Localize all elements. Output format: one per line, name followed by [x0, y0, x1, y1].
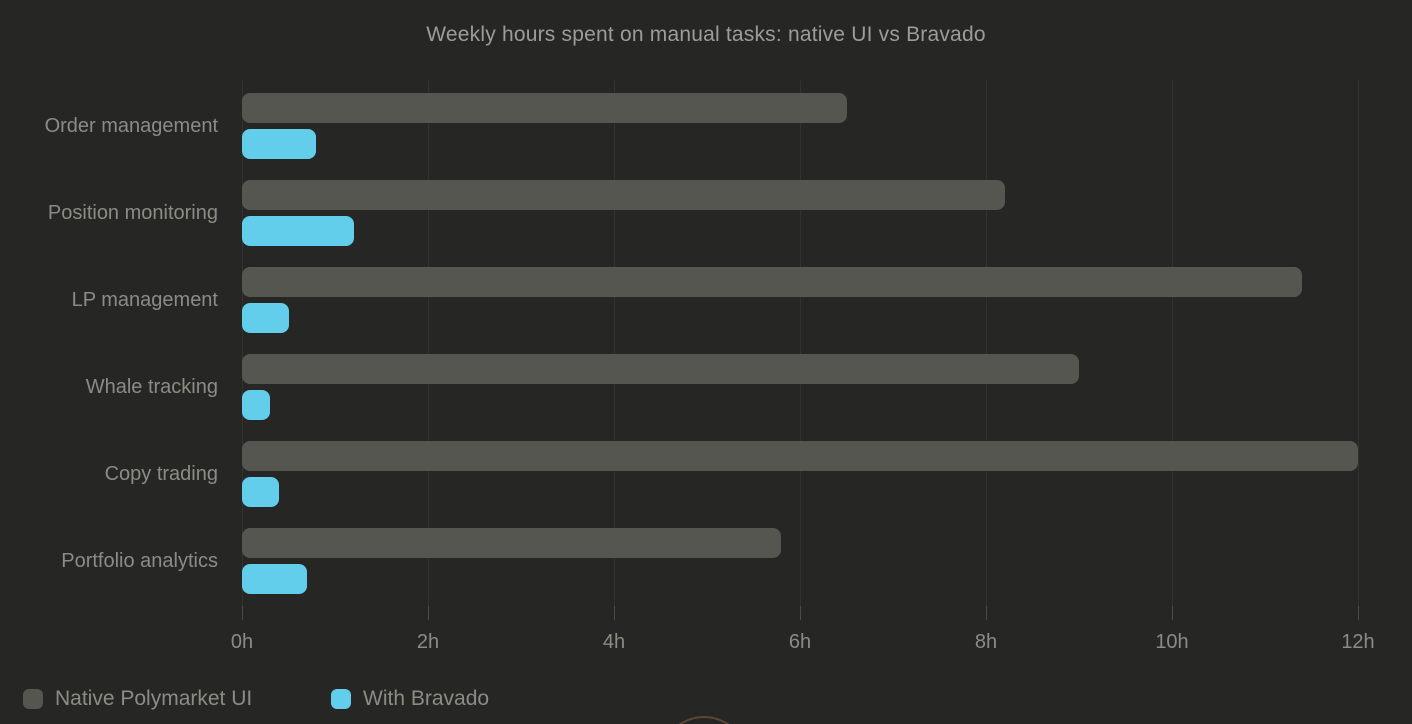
- tick-label-12h: 12h: [1341, 631, 1375, 653]
- tick-mark-4h: [614, 606, 615, 620]
- bar-native-5: [242, 528, 782, 558]
- chart-title: Weekly hours spent on manual tasks: nati…: [426, 23, 986, 46]
- chart-legend: Native Polymarket UI With Bravado: [0, 687, 1412, 711]
- category-label-1: Position monitoring: [47, 202, 218, 224]
- gridline-10h: [1172, 80, 1173, 620]
- legend-swatch-native: [23, 689, 43, 709]
- tick-mark-8h: [986, 606, 987, 620]
- category-label-2: LP management: [71, 289, 218, 311]
- tick-label-8h: 8h: [974, 631, 998, 653]
- tick-label-10h: 10h: [1155, 631, 1189, 653]
- tick-label-4h: 4h: [602, 631, 626, 653]
- tick-label-6h: 6h: [788, 631, 812, 653]
- legend-label-bravado: With Bravado: [363, 687, 490, 710]
- gridline-8h: [986, 80, 987, 620]
- bar-native-2: [242, 267, 1303, 297]
- tick-mark-10h: [1172, 606, 1173, 620]
- tick-mark-2h: [428, 606, 429, 620]
- gridline-6h: [800, 80, 801, 620]
- tick-label-2h: 2h: [416, 631, 440, 653]
- bar-native-4: [242, 441, 1358, 471]
- legend-swatch-bravado: [331, 689, 351, 709]
- gridline-0h: [242, 80, 243, 620]
- category-label-3: Whale tracking: [85, 376, 218, 398]
- bar-native-1: [242, 180, 1005, 210]
- gridline-4h: [614, 80, 615, 620]
- bar-native-0: [242, 93, 847, 123]
- bar-bravado-3: [242, 390, 270, 420]
- bottom-arc-decoration: [660, 716, 748, 724]
- category-label-0: Order management: [44, 115, 218, 137]
- gridline-12h: [1358, 80, 1359, 620]
- tick-mark-6h: [800, 606, 801, 620]
- bar-bravado-0: [242, 129, 317, 159]
- bar-bravado-1: [242, 216, 354, 246]
- bar-bravado-2: [242, 303, 289, 333]
- category-label-5: Portfolio analytics: [61, 550, 218, 572]
- tick-label-0h: 0h: [230, 631, 254, 653]
- bar-bravado-4: [242, 477, 280, 507]
- legend-label-native: Native Polymarket UI: [55, 687, 253, 710]
- tick-mark-12h: [1358, 606, 1359, 620]
- category-label-4: Copy trading: [104, 463, 218, 485]
- tick-mark-0h: [242, 606, 243, 620]
- bar-native-3: [242, 354, 1079, 384]
- gridline-2h: [428, 80, 429, 620]
- bar-bravado-5: [242, 564, 308, 594]
